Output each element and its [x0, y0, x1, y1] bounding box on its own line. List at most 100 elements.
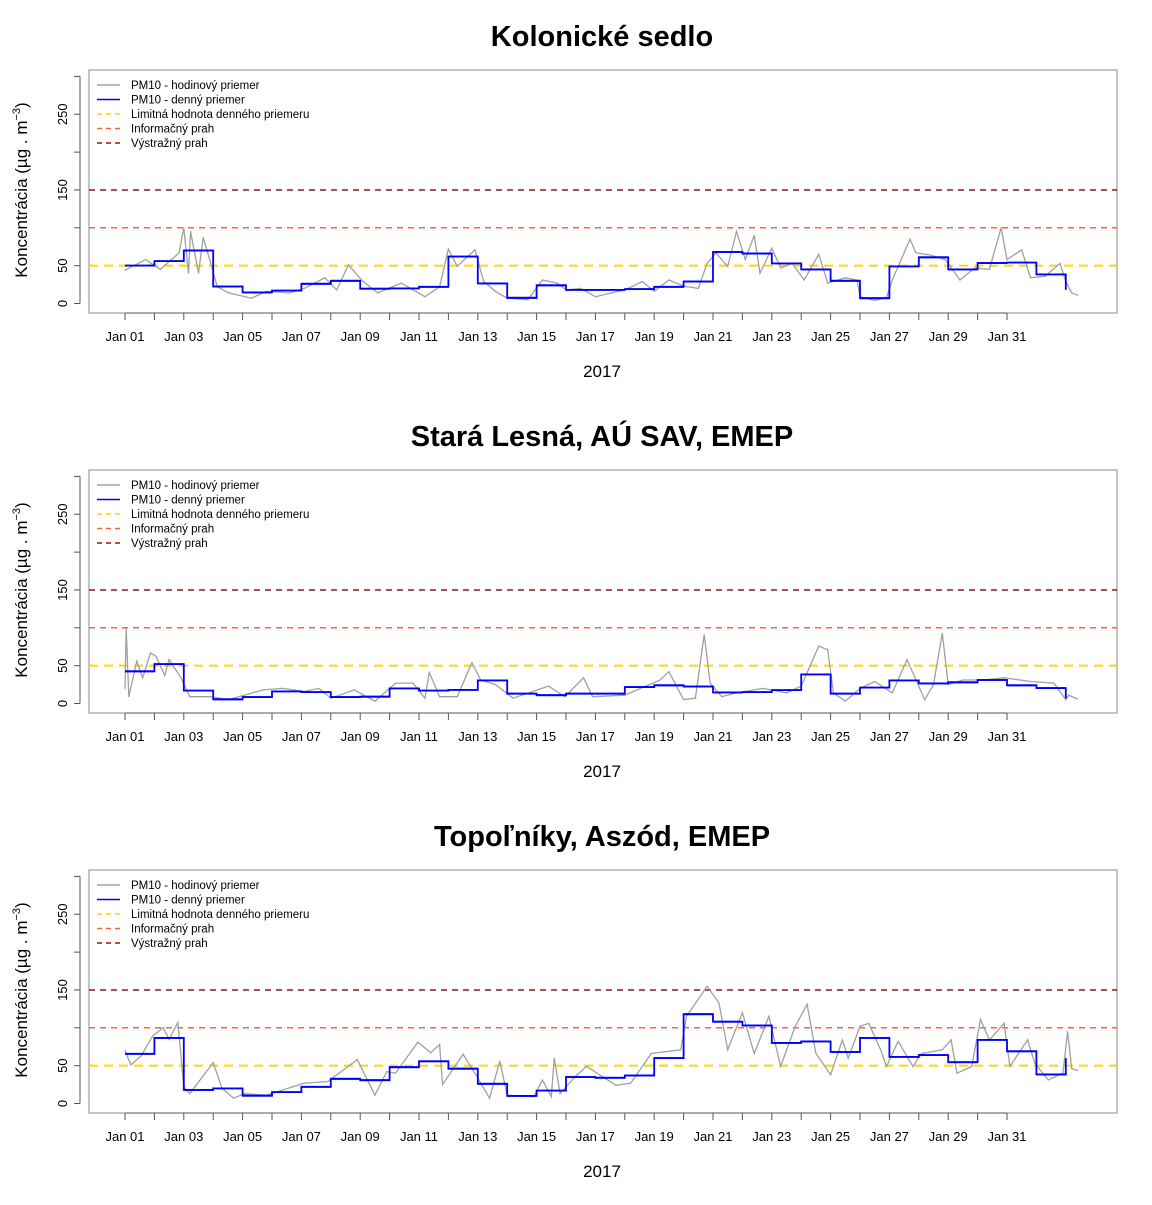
- hourly-point: [243, 1093, 245, 1095]
- hourly-point: [124, 269, 126, 271]
- hourly-point: [591, 696, 594, 698]
- hourly-point: [424, 697, 426, 699]
- hourly-point: [859, 1025, 861, 1027]
- hourly-point: [559, 1093, 561, 1095]
- hourly-point: [353, 689, 355, 691]
- legend-label: Limitná hodnota denného priemeru: [131, 909, 309, 921]
- hourly-point: [124, 687, 126, 689]
- hourly-point: [1021, 249, 1023, 251]
- hourly-point: [841, 1039, 843, 1041]
- hourly-point: [488, 1097, 491, 1099]
- x-tick-label: Jan 07: [282, 729, 321, 744]
- hourly-point: [744, 258, 746, 261]
- x-tick-label: Jan 27: [870, 329, 909, 344]
- hourly-point: [499, 1060, 501, 1062]
- hourly-point: [879, 1049, 882, 1051]
- hourly-point: [430, 1052, 432, 1054]
- hourly-point: [462, 1053, 464, 1055]
- hourly-point: [909, 238, 911, 240]
- y-axis-label: Koncentrácia (µg . m−3): [11, 502, 31, 677]
- hourly-point: [615, 1084, 617, 1086]
- hourly-point: [124, 1049, 126, 1052]
- y-axis-label-close: ): [12, 102, 31, 108]
- x-tick-label: Jan 31: [987, 729, 1026, 744]
- y-axis-label-sup: −3: [11, 508, 23, 521]
- hourly-point: [1076, 1069, 1079, 1071]
- x-tick-label: Jan 19: [635, 329, 674, 344]
- hourly-point: [827, 649, 829, 651]
- hourly-point: [709, 682, 711, 684]
- hourly-point: [400, 282, 402, 284]
- hourly-point: [168, 658, 170, 661]
- hourly-point: [1066, 1030, 1069, 1033]
- hourly-point: [1029, 277, 1032, 279]
- hourly-point: [155, 655, 157, 658]
- hourly-point: [438, 696, 441, 698]
- chart-title: Stará Lesná, AÚ SAV, EMEP: [411, 419, 794, 453]
- x-tick-label: Jan 29: [929, 729, 968, 744]
- legend-label: Výstražný prah: [131, 138, 208, 150]
- hourly-point: [759, 272, 761, 274]
- x-tick-label: Jan 07: [282, 329, 321, 344]
- hourly-point: [512, 697, 514, 699]
- hourly-point: [125, 627, 127, 630]
- hourly-point: [140, 1055, 142, 1057]
- y-tick-label: 50: [55, 1058, 70, 1072]
- hourly-point: [771, 247, 773, 249]
- x-tick-label: Jan 15: [517, 729, 556, 744]
- hourly-point: [149, 652, 152, 654]
- hourly-point: [885, 1065, 888, 1068]
- hourly-point: [697, 287, 699, 289]
- hourly-point: [941, 1049, 943, 1051]
- x-tick-label: Jan 31: [987, 329, 1026, 344]
- x-tick-label: Jan 19: [635, 1129, 674, 1144]
- hourly-point: [874, 299, 876, 302]
- x-tick-label: Jan 25: [811, 1129, 850, 1144]
- hourly-point: [630, 1082, 632, 1084]
- x-tick-label: Jan 03: [164, 729, 203, 744]
- hourly-point: [362, 280, 364, 283]
- y-axis-label-close: ): [12, 502, 31, 508]
- x-tick-label: Jan 25: [811, 329, 850, 344]
- x-tick-label: Jan 09: [341, 1129, 380, 1144]
- hourly-point: [906, 658, 908, 661]
- hourly-point: [1026, 1039, 1029, 1041]
- hourly-point: [806, 1003, 808, 1005]
- hourly-point: [803, 279, 805, 281]
- hourly-point: [1065, 699, 1067, 701]
- hourly-point: [303, 287, 305, 289]
- hourly-point: [262, 689, 264, 691]
- hourly-point: [547, 685, 549, 687]
- hourly-point: [1006, 258, 1008, 261]
- hourly-point: [212, 1062, 214, 1064]
- chart-title: Kolonické sedlo: [491, 21, 713, 53]
- hourly-point: [594, 296, 597, 298]
- y-axis-label-sup: −3: [11, 908, 23, 921]
- hourly-point: [377, 292, 379, 294]
- hourly-point: [683, 699, 685, 701]
- x-tick-label: Jan 03: [164, 329, 203, 344]
- hourly-point: [727, 1049, 729, 1051]
- y-tick-label: 250: [55, 503, 70, 525]
- hourly-point: [891, 279, 893, 281]
- hourly-point: [189, 230, 192, 233]
- hourly-point: [830, 1074, 832, 1076]
- y-axis-label: Koncentrácia (µg . m−3): [11, 102, 31, 277]
- hourly-point: [144, 258, 147, 261]
- x-tick-label: Jan 05: [223, 729, 262, 744]
- x-tick-label: Jan 23: [752, 329, 791, 344]
- x-tick-label: Jan 07: [282, 1129, 321, 1144]
- legend-label: Výstražný prah: [131, 938, 208, 950]
- hourly-point: [1047, 1079, 1049, 1081]
- hourly-point: [1003, 1022, 1005, 1024]
- hourly-point: [624, 694, 626, 696]
- x-tick-label: Jan 11: [400, 1129, 438, 1144]
- hourly-point: [209, 696, 211, 698]
- x-tick-label: Jan 09: [341, 329, 380, 344]
- x-tick-label: Jan 01: [105, 729, 144, 744]
- hourly-point: [912, 1065, 914, 1068]
- hourly-point: [741, 1012, 744, 1014]
- hourly-point: [1000, 227, 1002, 229]
- hourly-point: [553, 1057, 555, 1059]
- hourly-point: [962, 679, 964, 681]
